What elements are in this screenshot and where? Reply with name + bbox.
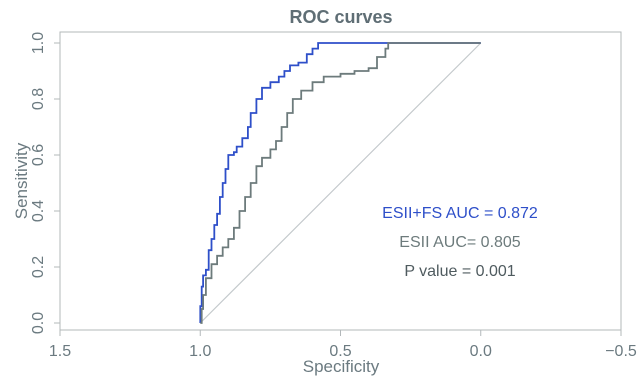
x-tick-label: 1.5 <box>49 343 71 360</box>
series-layer <box>199 42 481 324</box>
annotation-text-3: P value = 0.001 <box>404 263 515 280</box>
y-tick-label: 0.4 <box>30 200 47 222</box>
annotation-layer: ESII+FS AUC = 0.872 ESII AUC= 0.805 P valu… <box>382 205 538 280</box>
roc-series-line-2 <box>200 42 481 324</box>
annotation-text-1: ESII+FS AUC = 0.872 <box>382 205 538 222</box>
x-tick-label: 0.5 <box>329 343 351 360</box>
roc-series-line-1 <box>199 42 481 323</box>
reference-diagonal-line <box>199 42 482 324</box>
y-tick-label: 0.0 <box>30 312 47 334</box>
y-axis: 0.0 0.2 0.4 0.6 0.8 1.0 <box>30 32 61 334</box>
x-axis-label: Specificity <box>303 357 380 376</box>
y-tick-label: 0.8 <box>30 88 47 110</box>
y-axis-label: Sensitivity <box>12 142 31 219</box>
annotation-text-2: ESII AUC= 0.805 <box>399 234 521 251</box>
y-tick-label: 0.6 <box>30 144 47 166</box>
chart-title: ROC curves <box>289 7 392 27</box>
x-tick-label: −0.5 <box>605 343 637 360</box>
y-tick-label: 0.2 <box>30 256 47 278</box>
y-tick-label: 1.0 <box>30 32 47 54</box>
x-tick-label: 0.0 <box>470 343 492 360</box>
x-tick-label: 1.0 <box>189 343 211 360</box>
x-axis: 1.5 1.0 0.5 0.0 −0.5 <box>49 329 637 360</box>
reference-layer <box>199 42 482 324</box>
